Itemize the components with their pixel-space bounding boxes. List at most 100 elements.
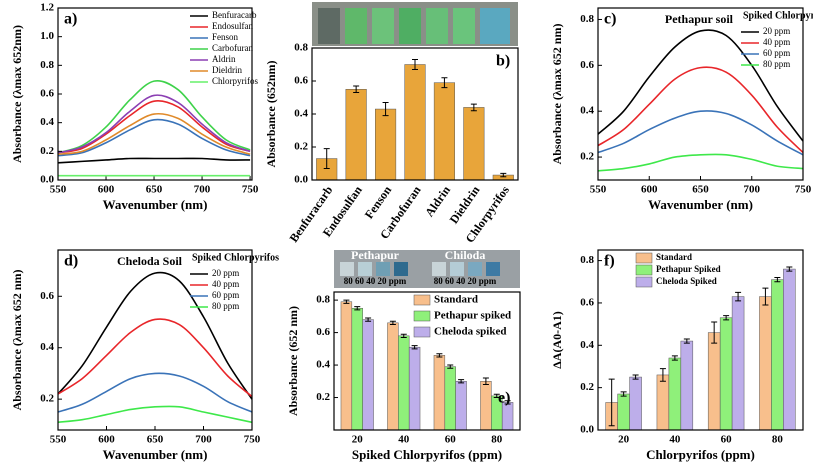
error-bar (711, 321, 718, 344)
line-series (57, 79, 251, 154)
error-bar (400, 333, 407, 338)
x-tick-label: 700 (194, 184, 211, 196)
error-bar (447, 364, 454, 369)
photo-label: Chiloda (445, 248, 486, 262)
legend-label: Benfuracarb (212, 10, 257, 20)
line-series (57, 112, 251, 155)
error-bar (343, 299, 350, 304)
bar (680, 340, 694, 431)
y-tick-label: 0.8 (294, 42, 308, 54)
y-axis-label: Absorbance (λmax 652 nm) (10, 270, 24, 411)
y-axis-label: Absorbance (λmax 652nm) (10, 25, 24, 163)
y-tick-label: 0.0 (40, 174, 54, 186)
x-tick-label: 700 (195, 434, 212, 446)
error-bar (620, 391, 627, 397)
panel-label: c) (604, 11, 616, 28)
bar (351, 307, 363, 431)
y-tick-label: 0.8 (316, 294, 330, 306)
y-tick-label: 1.0 (40, 30, 54, 42)
line-series (57, 318, 253, 398)
error-bar (723, 315, 730, 321)
y-tick-label: 0.0 (580, 424, 594, 436)
bar (444, 366, 456, 431)
line-series (57, 405, 253, 424)
y-tick-label: 0.6 (316, 326, 330, 338)
bar (629, 376, 642, 431)
line-series (57, 271, 253, 400)
annotation: Pethapur soil (665, 12, 734, 26)
y-axis-label: Absorbance (λmax 652 nm) (550, 24, 564, 165)
x-tick-label: 60 (721, 434, 733, 446)
x-tick-label: 20 (618, 434, 630, 446)
legend-label: Aldrin (212, 54, 236, 64)
x-tick-label: 550 (50, 184, 67, 196)
bar (408, 346, 421, 431)
bar (340, 301, 353, 431)
legend-label: 60 ppm (763, 48, 790, 58)
axes-frame (597, 249, 804, 431)
y-tick-label: 0.6 (580, 296, 594, 308)
error-bar (735, 291, 742, 302)
axes-frame (57, 249, 253, 431)
y-tick-label: 0.4 (294, 108, 308, 120)
y-tick-label: 0.2 (40, 145, 54, 157)
y-tick-label: 0.0 (294, 174, 308, 186)
y-tick-label: 1.2 (40, 2, 54, 14)
bar (398, 335, 410, 431)
bar (433, 355, 446, 431)
bar (719, 317, 733, 431)
bar (463, 107, 485, 181)
y-tick-label: 0.4 (316, 359, 330, 371)
error-bar (382, 101, 389, 117)
error-bar (774, 277, 781, 283)
error-bar (436, 353, 443, 358)
bar (375, 108, 397, 181)
legend-swatch (413, 294, 431, 306)
y-tick-label: 0.6 (294, 75, 308, 87)
axes-frame (57, 7, 253, 181)
line-series (597, 66, 804, 154)
panel-label: f) (604, 253, 615, 270)
x-tick-label: 600 (641, 184, 658, 196)
error-bar (671, 355, 678, 361)
error-bar (632, 374, 639, 380)
legend-title: Spiked Chlorpyrifos (743, 10, 813, 21)
error-bar (412, 59, 418, 70)
legend-label: Cheloda Spiked (656, 276, 717, 286)
x-axis-label: Wavenumber (nm) (103, 447, 208, 462)
legend-label: 40 ppm (212, 279, 239, 289)
x-tick-label: 20 (352, 434, 364, 446)
legend-label: 20 ppm (763, 26, 790, 36)
y-tick-label: 0.6 (40, 290, 54, 302)
y-axis-label: Absorbance (652 nm) (286, 306, 300, 416)
x-tick-label: 550 (590, 184, 607, 196)
line-series (57, 118, 251, 157)
error-bar (365, 317, 372, 322)
x-tick-label: 40 (669, 434, 681, 446)
legend-swatch (635, 276, 653, 288)
y-tick-label: 0.4 (40, 341, 54, 353)
bar (759, 296, 772, 431)
y-tick-label: 0.8 (580, 13, 594, 25)
legend-label: Endosulfan (212, 21, 253, 31)
bar (455, 381, 467, 431)
error-bar (659, 368, 666, 382)
bar (656, 374, 670, 431)
x-tick-label: 600 (98, 434, 115, 446)
legend-label: Pethapur spiked (434, 310, 511, 322)
legend-label: 60 ppm (212, 290, 239, 300)
y-tick-label: 0.2 (294, 141, 308, 153)
axes-frame (333, 291, 521, 431)
photo-label: 80 60 40 20 ppm (434, 276, 497, 286)
bar (362, 319, 374, 431)
y-tick-label: 0.2 (580, 151, 594, 163)
x-tick-label: 80 (772, 434, 784, 446)
error-bar (470, 103, 477, 112)
panel-label: b) (496, 53, 510, 70)
x-tick-label: 650 (146, 184, 163, 196)
error-bar (493, 393, 500, 399)
legend-label: Fenson (212, 32, 239, 42)
x-tick-label: 600 (98, 184, 115, 196)
bar (345, 89, 367, 181)
legend-label: Chlorpyrifos (212, 76, 258, 86)
